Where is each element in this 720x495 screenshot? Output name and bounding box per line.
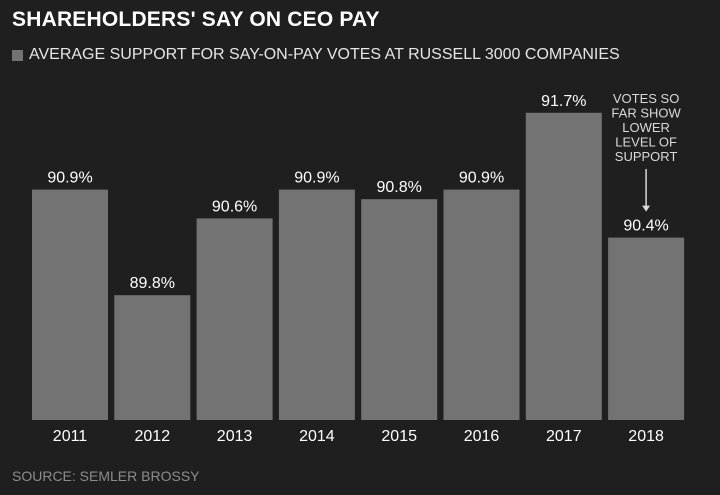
legend: AVERAGE SUPPORT FOR SAY-ON-PAY VOTES AT … [12,46,620,64]
annotation-text-line: VOTES SO [613,91,679,106]
bar-2016 [443,189,520,420]
data-label-2012: 89.8% [130,275,175,292]
x-tick-label-2017: 2017 [546,428,582,445]
annotation-text-line: SUPPORT [615,149,678,164]
data-label-2014: 90.9% [294,170,339,187]
bar-2018 [608,237,685,420]
chart-title: SHAREHOLDERS' SAY ON CEO PAY [12,8,380,31]
bar-2017 [525,112,602,421]
data-label-2013: 90.6% [212,198,257,215]
x-tick-label-2011: 2011 [53,428,88,445]
annotation-text-line: LOWER [622,120,670,135]
x-tick-label-2013: 2013 [217,428,253,445]
bar-2015 [361,199,438,420]
x-tick-label-2016: 2016 [464,428,500,445]
x-tick-label-2014: 2014 [299,428,335,445]
data-label-2015: 90.8% [377,179,422,196]
annotation-arrow-head [642,205,651,212]
annotation-text-line: FAR SHOW [611,106,681,121]
annotation-text-line: LEVEL OF [615,135,677,150]
data-label-2016: 90.9% [459,170,504,187]
bar-2013 [196,218,273,420]
x-tick-label-2015: 2015 [381,428,417,445]
legend-label: AVERAGE SUPPORT FOR SAY-ON-PAY VOTES AT … [29,46,620,63]
x-tick-label-2018: 2018 [628,428,664,445]
x-tick-label-2012: 2012 [135,428,171,445]
bar-2012 [114,295,191,420]
data-label-2017: 91.7% [541,93,586,110]
bar-2014 [278,189,355,420]
bar-2011 [32,189,108,420]
data-label-2018: 90.4% [623,218,668,235]
data-label-2011: 90.9% [47,170,92,187]
source-note: SOURCE: SEMLER BROSSY [12,468,200,484]
legend-swatch [12,49,23,61]
